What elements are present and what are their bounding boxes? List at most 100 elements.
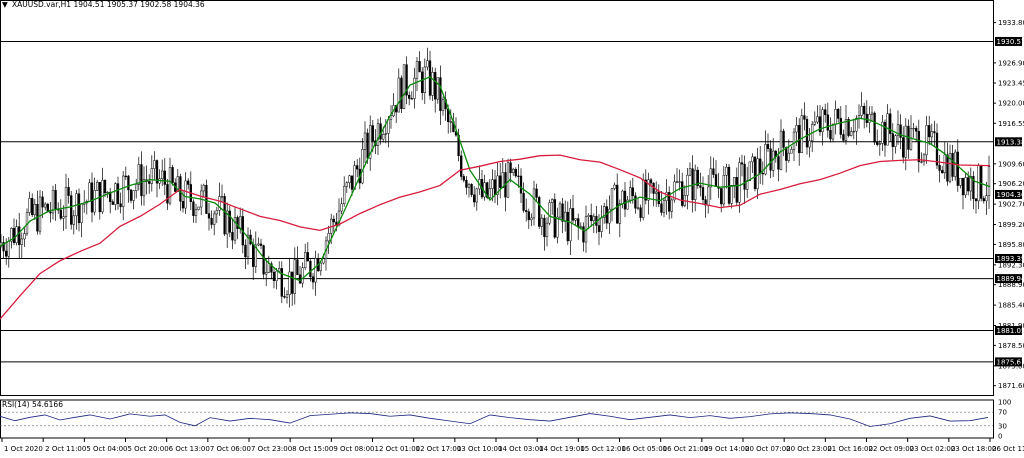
candle-body [663,201,665,213]
candle-body [879,143,881,144]
candle-body [224,196,226,234]
candle-body [762,173,764,174]
candle-body [528,212,530,220]
candle-body [689,169,691,176]
x-tick-label: 1 Oct 2020 [4,445,43,453]
candle-body [245,245,247,257]
candle-body [151,169,153,184]
candle-body [876,142,878,144]
candle-body [728,167,730,203]
candle-body [580,227,582,228]
candle-body [382,134,384,139]
candle-body [13,228,15,242]
candle-body [299,275,301,283]
candle-body [167,184,169,203]
candle-body [492,180,494,189]
candle-body [700,186,702,188]
candle-body [934,132,936,133]
candle-body [268,264,270,273]
candle-body [29,198,31,212]
candle-body [328,233,330,241]
candle-body [128,176,130,190]
candle-body [767,144,769,148]
y-tick-label: 1899.20 [998,221,1024,229]
y-tick-label: 1923.45 [998,80,1024,88]
candle-body [536,189,538,198]
candle-body [796,125,798,132]
candle-body [107,192,109,193]
chart-header-triangle-glyph: ▼ [2,0,8,9]
candle-body [928,125,930,137]
candle-body [619,204,621,224]
x-tick-label: 23 Oct 02:00 [910,445,956,453]
candle-body [372,126,374,141]
candle-body [65,187,67,216]
candle-body [273,272,275,281]
candle-body [133,191,135,201]
candle-body [895,136,897,147]
candle-body [533,189,535,218]
candle-body [120,204,122,207]
candle-body [804,116,806,120]
candle-body [910,129,912,150]
candle-body [702,187,704,199]
candle-body [884,122,886,145]
x-tick-label: 5 Oct 04:00 [86,445,127,453]
candle-body [827,115,829,130]
y-tick-label: 1916.55 [998,120,1024,128]
candle-body [770,149,772,171]
candle-body [676,182,678,183]
y-tick-label: 1920.00 [998,100,1024,108]
candle-body [315,258,317,282]
candle-body [148,182,150,184]
x-tick-label: 19 Oct 14:00 [704,445,750,453]
candle-body [520,176,522,193]
candle-body [91,183,93,212]
candle-body [78,194,80,223]
candle-body [944,155,946,173]
y-tick-label: 1926.90 [998,59,1024,67]
x-tick-label: 12 Oct 01:00 [375,445,421,453]
candle-body [710,169,712,187]
x-tick-label: 14 Oct 19:00 [539,445,585,453]
candle-body [562,204,564,222]
candle-body [835,109,837,124]
candle-body [476,189,478,202]
candle-body [601,217,603,231]
candle-body [252,244,254,267]
candle-body [211,218,213,224]
candle-body [112,202,114,205]
candle-body [962,178,964,195]
candle-body [50,212,52,213]
x-tick-label: 21 Oct 16:00 [827,445,873,453]
candle-body [122,176,124,207]
candle-body [450,122,452,123]
candle-body [832,124,834,139]
candle-body [356,166,358,170]
y-tick-label: 1875.00 [998,362,1024,370]
x-tick-label: 9 Oct 08:00 [333,445,374,453]
y-tick-label: 1906.20 [998,180,1024,188]
candle-body [549,203,551,223]
candle-body [806,119,808,147]
candle-body [759,159,761,173]
candle-body [141,165,143,196]
candle-body [437,78,439,100]
candle-body [232,232,234,240]
candle-body [559,204,561,217]
candle-body [661,204,663,213]
candle-body [427,61,429,67]
main-panel-frame [1,1,994,396]
x-tick-label: 12 Oct 17:00 [416,445,462,453]
candle-body [206,185,208,213]
candle-body [70,196,72,225]
candle-body [96,182,98,190]
candle-body [8,241,10,256]
candle-body [408,95,410,98]
candle-body [432,72,434,95]
candle-body [788,153,790,160]
candle-body [294,260,296,294]
candle-body [320,263,322,271]
candle-body [778,157,780,170]
